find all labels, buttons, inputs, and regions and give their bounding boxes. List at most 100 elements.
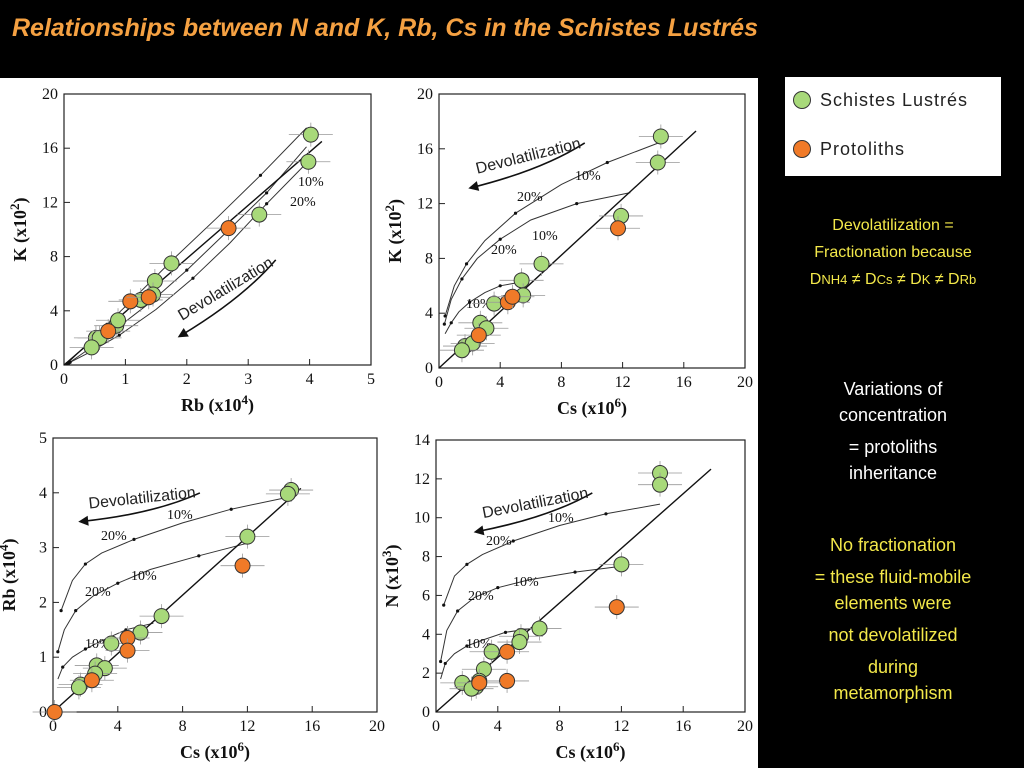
y-axis-label: K (x102) [382, 199, 406, 263]
curve-tick-mark [604, 512, 608, 516]
legend-marker-protoliths [793, 140, 811, 158]
x-tick-label: 2 [183, 371, 191, 388]
curve-tick-mark [61, 665, 65, 669]
data-point [453, 342, 470, 359]
x-axis-label-close: ) [620, 742, 626, 763]
y-tick-label: 12 [417, 196, 433, 213]
data-point [83, 339, 100, 356]
y-tick-label: 2 [39, 594, 47, 611]
y-tick-label: 4 [422, 626, 430, 643]
data-point [504, 288, 521, 305]
y-axis-label-close: ) [10, 198, 31, 204]
curve-tick-mark [443, 661, 447, 666]
arrow-label: Devolatilization [474, 135, 583, 178]
x-tick-label: 12 [613, 718, 629, 735]
x-tick-label: 12 [615, 374, 631, 391]
y-tick-label: 20 [417, 86, 433, 103]
data-point [652, 128, 669, 145]
y-tick-label: 1 [39, 649, 47, 666]
y-tick-label: 0 [50, 357, 58, 374]
devolatilization-arrow: Devolatilization [468, 135, 586, 191]
y-axis-label-exponent: 2 [382, 205, 397, 212]
y-tick-label: 8 [422, 549, 430, 566]
arrowhead [78, 515, 89, 526]
y-tick-label: 14 [414, 432, 430, 449]
plot-frame [435, 439, 746, 713]
y-axis-label-exponent: 4 [0, 544, 11, 551]
data-point [610, 220, 627, 237]
data-point [471, 674, 488, 691]
curve-tick-mark [456, 609, 460, 613]
var-line-3: = protoliths [848, 437, 938, 457]
curve-tick-mark [503, 630, 508, 634]
y-axis-label-close: ) [385, 199, 406, 205]
data-point [119, 642, 136, 659]
y-axis-label: K (x102) [7, 198, 31, 262]
y-tick-label: 20 [42, 86, 58, 103]
x-axis-label-text: Cs (x10 [557, 398, 615, 419]
x-axis-label-close: ) [621, 398, 627, 419]
x-tick-label: 12 [239, 718, 255, 735]
nofrac-line-1: No fractionation [829, 535, 957, 555]
x-tick-label: 8 [179, 718, 187, 735]
x-tick-label: 20 [737, 718, 753, 735]
x-axis-label-exponent: 6 [238, 739, 245, 754]
data-point [110, 312, 127, 329]
curve-tick-mark [449, 321, 453, 325]
arrowhead [177, 327, 189, 338]
data-point [486, 295, 503, 312]
x-tick-label: 0 [435, 374, 443, 391]
no-fractionation-note: No fractionation = these fluid-mobile el… [768, 532, 1018, 706]
data-point [146, 272, 163, 289]
percent-label: 10% [466, 297, 492, 312]
curve-tick-mark [116, 581, 120, 585]
data-point [100, 323, 117, 340]
data-point [46, 704, 63, 720]
x-tick-label: 8 [556, 718, 564, 735]
y-tick-label: 8 [425, 250, 433, 267]
devolatilization-curve [60, 496, 289, 611]
neq: ≠ [892, 271, 911, 288]
devolatilization-curve [57, 542, 248, 652]
curve-tick-mark [442, 603, 446, 607]
y-tick-label: 3 [39, 540, 47, 557]
data-point [531, 620, 548, 637]
y-axis-label-close: ) [0, 538, 20, 544]
var-line-4: inheritance [848, 463, 938, 483]
percent-label: 20% [85, 585, 111, 600]
data-point [153, 608, 170, 625]
devolatilization-curve [440, 565, 622, 662]
data-point [140, 289, 157, 306]
devolatilization-arrow: Devolatilization [473, 485, 593, 536]
devol-line-3: DNH4 ≠ DCs ≠ DK ≠ DRb [768, 266, 1018, 293]
curve-tick-mark [197, 554, 201, 558]
x-axis-label-text: Cs (x10 [556, 742, 614, 763]
data-point [613, 556, 630, 573]
data-point [234, 557, 251, 574]
curve-tick-mark [74, 609, 78, 613]
y-tick-label: 12 [42, 194, 58, 211]
variations-note: Variations of concentration = protoliths… [768, 376, 1018, 486]
x-tick-label: 4 [494, 718, 502, 735]
y-axis-label-exponent: 3 [379, 550, 394, 557]
curve-tick-mark [513, 211, 518, 215]
x-axis-label: Cs (x106) [557, 395, 627, 419]
y-axis-label-text: Rb (x10 [0, 551, 20, 612]
x-axis-label: Cs (x106) [556, 739, 626, 763]
percent-label: 10% [298, 175, 324, 190]
data-point [649, 154, 666, 171]
data-point [239, 528, 256, 545]
legend-item-schistes: Schistes Lustrés [793, 85, 968, 115]
curve-tick-mark [56, 650, 60, 654]
data-point [163, 255, 180, 272]
curve-tick-mark [465, 644, 469, 648]
curve-tick-mark [132, 537, 136, 541]
data-point [608, 599, 625, 616]
arrow-shaft [82, 492, 201, 523]
curve-tick-mark [265, 191, 269, 195]
y-tick-label: 8 [50, 249, 58, 266]
data-point [302, 126, 319, 143]
curve-tick-mark [59, 609, 63, 613]
curve-tick-mark [229, 507, 233, 511]
x-tick-label: 5 [367, 371, 375, 388]
